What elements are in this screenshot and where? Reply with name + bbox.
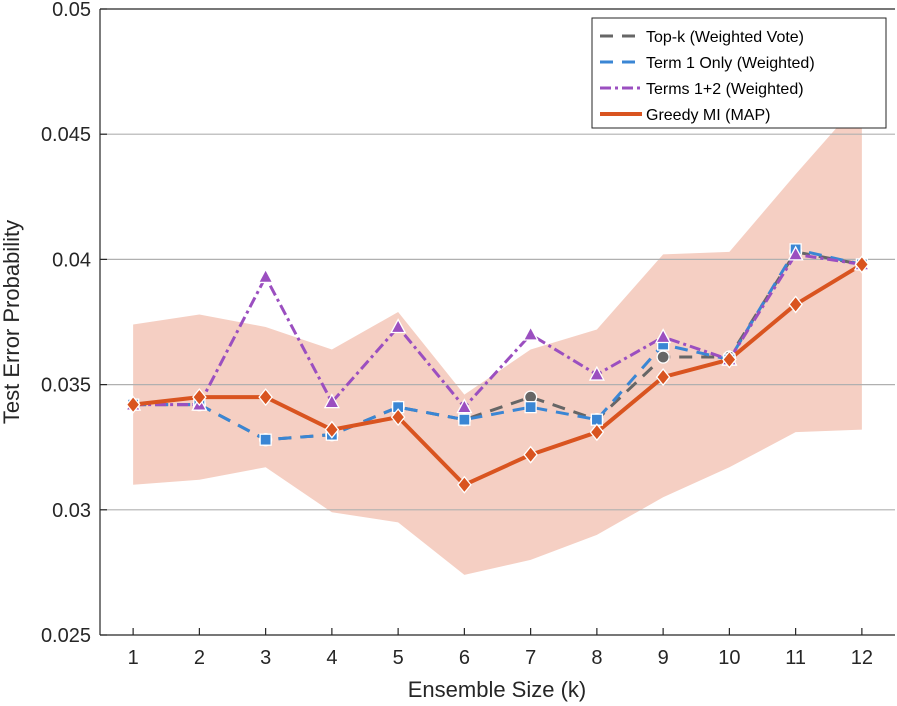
point-terms-1-2-weighted-11 <box>787 245 804 261</box>
legend-label-term-1-only-weighted: Term 1 Only (Weighted) <box>646 55 815 72</box>
point-greedy-mi-map-8 <box>589 423 605 442</box>
point-greedy-mi-map-11 <box>788 295 803 314</box>
x-tick-label-1: 1 <box>128 647 139 669</box>
x-tick-label-11: 11 <box>785 647 806 669</box>
x-tick-label-9: 9 <box>658 647 669 669</box>
series-line-term-1-only-weighted <box>133 247 863 442</box>
confidence-band <box>133 99 862 575</box>
y-tick-label-5: 0.05 <box>52 0 91 21</box>
series-lines <box>132 247 863 487</box>
legend-entry-top-k-weighted-vote: Top-k (Weighted Vote) <box>600 29 804 46</box>
legend-label-greedy-mi-map: Greedy MI (MAP) <box>646 107 770 124</box>
y-tick-label-3: 0.04 <box>52 249 91 271</box>
point-terms-1-2-weighted-5 <box>390 318 407 334</box>
legend-label-terms-1-2-weighted: Terms 1+2 (Weighted) <box>646 81 804 98</box>
point-greedy-mi-map-7 <box>523 445 538 464</box>
y-tick-labels: 0.025 0.03 0.035 0.04 0.045 0.05 <box>41 0 91 647</box>
point-greedy-mi-map-2 <box>192 388 207 407</box>
legend-entry-terms-1-2-weighted: Terms 1+2 (Weighted) <box>600 81 804 98</box>
point-top-k-weighted-vote-9 <box>656 350 670 364</box>
x-tick-label-5: 5 <box>393 647 404 669</box>
legend-entry-greedy-mi-map: Greedy MI (MAP) <box>600 107 770 124</box>
point-greedy-mi-map-3 <box>258 388 273 407</box>
x-tick-label-3: 3 <box>260 647 271 669</box>
legend-entry-term-1-only-weighted: Term 1 Only (Weighted) <box>600 55 815 72</box>
y-tick-label-4: 0.045 <box>41 124 91 146</box>
point-greedy-mi-map-6 <box>457 475 472 494</box>
x-tick-labels: 1 2 3 4 5 6 7 8 9 10 11 12 <box>128 647 873 669</box>
point-terms-1-2-weighted-6 <box>456 398 473 414</box>
y-axis-label: Test Error Probability <box>0 220 24 424</box>
x-tick-label-6: 6 <box>459 647 470 669</box>
point-terms-1-2-weighted-8 <box>588 365 605 381</box>
series-line-terms-1-2-weighted <box>133 252 863 409</box>
point-terms-1-2-weighted-3 <box>257 268 274 284</box>
series-line-greedy-mi-map <box>132 262 863 487</box>
axes <box>99 8 895 636</box>
y-tick-label-0: 0.025 <box>41 625 91 647</box>
point-term-1-only-weighted-3 <box>259 433 272 446</box>
x-tick-label-12: 12 <box>851 647 873 669</box>
series-markers <box>125 243 870 494</box>
point-greedy-mi-map-4 <box>324 420 340 439</box>
point-terms-1-2-weighted-4 <box>323 393 340 409</box>
x-tick-label-4: 4 <box>326 647 337 669</box>
x-tick-label-8: 8 <box>591 647 602 669</box>
point-greedy-mi-map-12 <box>854 255 870 274</box>
point-greedy-mi-map-9 <box>655 368 671 387</box>
x-tick-label-10: 10 <box>718 647 740 669</box>
y-tick-label-1: 0.03 <box>52 500 91 522</box>
point-term-1-only-weighted-6 <box>458 413 471 426</box>
legend-label-top-k-weighted-vote: Top-k (Weighted Vote) <box>646 29 804 46</box>
legend-box <box>591 17 887 129</box>
gridlines <box>100 133 895 511</box>
confidence-band-layer <box>133 99 862 575</box>
x-tick-label-7: 7 <box>525 647 536 669</box>
point-terms-1-2-weighted-9 <box>655 328 672 344</box>
y-tick-label-2: 0.035 <box>41 375 91 397</box>
x-axis-label: Ensemble Size (k) <box>408 677 587 702</box>
point-greedy-mi-map-1 <box>125 395 141 414</box>
markers-greedy-mi-map <box>125 255 870 494</box>
x-tick-label-2: 2 <box>194 647 205 669</box>
point-term-1-only-weighted-7 <box>524 400 537 414</box>
point-greedy-mi-map-5 <box>390 408 406 427</box>
legend: Top-k (Weighted Vote) Term 1 Only (Weight… <box>591 17 887 129</box>
point-terms-1-2-weighted-7 <box>522 325 539 341</box>
point-greedy-mi-map-10 <box>722 350 737 369</box>
